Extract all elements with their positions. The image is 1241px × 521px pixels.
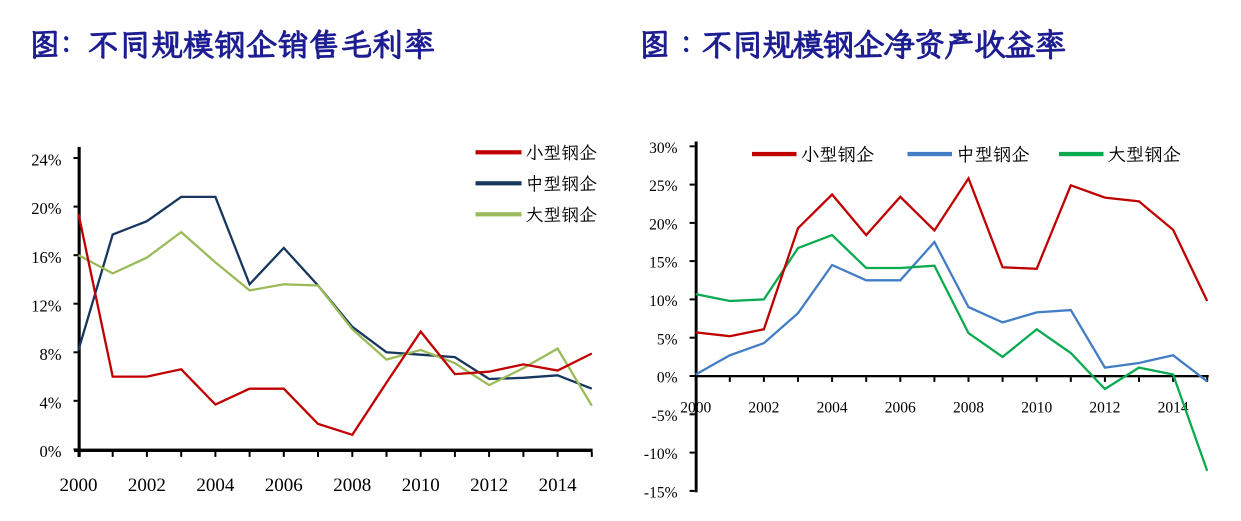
svg-text:0%: 0% [657,370,678,387]
svg-text:2012: 2012 [1089,399,1120,416]
svg-text:5%: 5% [657,331,678,348]
svg-text:-10%: -10% [644,446,678,463]
svg-text:2010: 2010 [402,475,440,496]
svg-text:2008: 2008 [953,399,984,416]
svg-text:10%: 10% [649,293,678,310]
svg-text:0%: 0% [40,442,62,461]
svg-text:2004: 2004 [817,399,848,416]
svg-text:2008: 2008 [333,475,371,496]
svg-text:12%: 12% [31,296,62,315]
svg-text:-15%: -15% [644,485,678,502]
svg-text:2000: 2000 [680,399,711,416]
svg-text:25%: 25% [649,178,678,195]
svg-text:2006: 2006 [265,475,303,496]
svg-text:2004: 2004 [196,475,235,496]
svg-text:2002: 2002 [128,475,166,496]
svg-text:2002: 2002 [748,399,779,416]
svg-text:2010: 2010 [1021,399,1052,416]
svg-text:16%: 16% [31,248,62,267]
svg-text:20%: 20% [649,217,678,234]
svg-text:-5%: -5% [652,408,678,425]
svg-text:2006: 2006 [885,399,916,416]
svg-text:8%: 8% [40,345,62,364]
svg-text:2014: 2014 [1158,399,1189,416]
svg-text:24%: 24% [31,151,62,170]
svg-text:4%: 4% [40,393,62,412]
svg-text:2014: 2014 [539,475,578,496]
svg-text:15%: 15% [649,255,678,272]
svg-text:2000: 2000 [60,475,98,496]
svg-text:30%: 30% [649,140,678,157]
svg-text:2012: 2012 [470,475,508,496]
svg-text:20%: 20% [31,199,62,218]
